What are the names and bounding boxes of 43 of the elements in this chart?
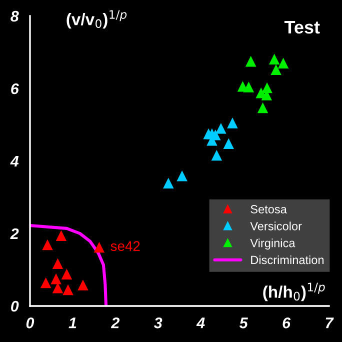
x-tick-label: 3: [154, 318, 162, 328]
legend-label: Discrimination: [251, 255, 324, 264]
legend-label: Setosa: [250, 205, 287, 214]
y-tick-label: 6: [11, 83, 19, 94]
point: [56, 230, 67, 242]
point: [227, 118, 238, 128]
y-tick-label: 4: [10, 156, 19, 167]
point: [50, 273, 62, 284]
x-tick-label: 0: [26, 318, 34, 328]
point: [278, 58, 289, 69]
x-tick-label: 5: [239, 318, 248, 328]
point: [42, 239, 53, 250]
x-tick-label: 7: [326, 318, 334, 328]
chart-title: Test: [284, 21, 320, 34]
x-tick-label: 4: [196, 318, 205, 328]
point: [163, 178, 174, 188]
legend-label: Virginica: [250, 238, 296, 250]
x-tick-label: 1: [68, 318, 76, 328]
point: [257, 102, 268, 114]
point: [61, 268, 72, 280]
point: [216, 122, 226, 134]
x-tick-label: 2: [110, 318, 120, 328]
point: [270, 64, 282, 76]
point: [52, 258, 64, 269]
y-axis-title: (v/v$_{0}$)$^{1/p}$: [66, 10, 127, 29]
point: [176, 170, 188, 182]
point: [94, 242, 105, 253]
y-tick-label: 2: [10, 228, 19, 240]
y-tick-label: 0: [11, 300, 19, 312]
point: [223, 138, 234, 149]
point: [243, 82, 254, 92]
legend-label: Versicolor: [250, 222, 302, 230]
point: [62, 284, 74, 296]
x-axis-title: (h/h$_{0}$)$^{1/p}$: [263, 282, 325, 302]
x-tick-label: 6: [282, 318, 291, 328]
point: [211, 150, 222, 161]
point: [245, 56, 256, 67]
point: [78, 280, 88, 290]
y-tick-label: 8: [10, 10, 19, 22]
annotation: se42: [110, 241, 140, 252]
line-series: [30, 224, 108, 306]
point: [268, 54, 280, 65]
point: [40, 277, 52, 288]
